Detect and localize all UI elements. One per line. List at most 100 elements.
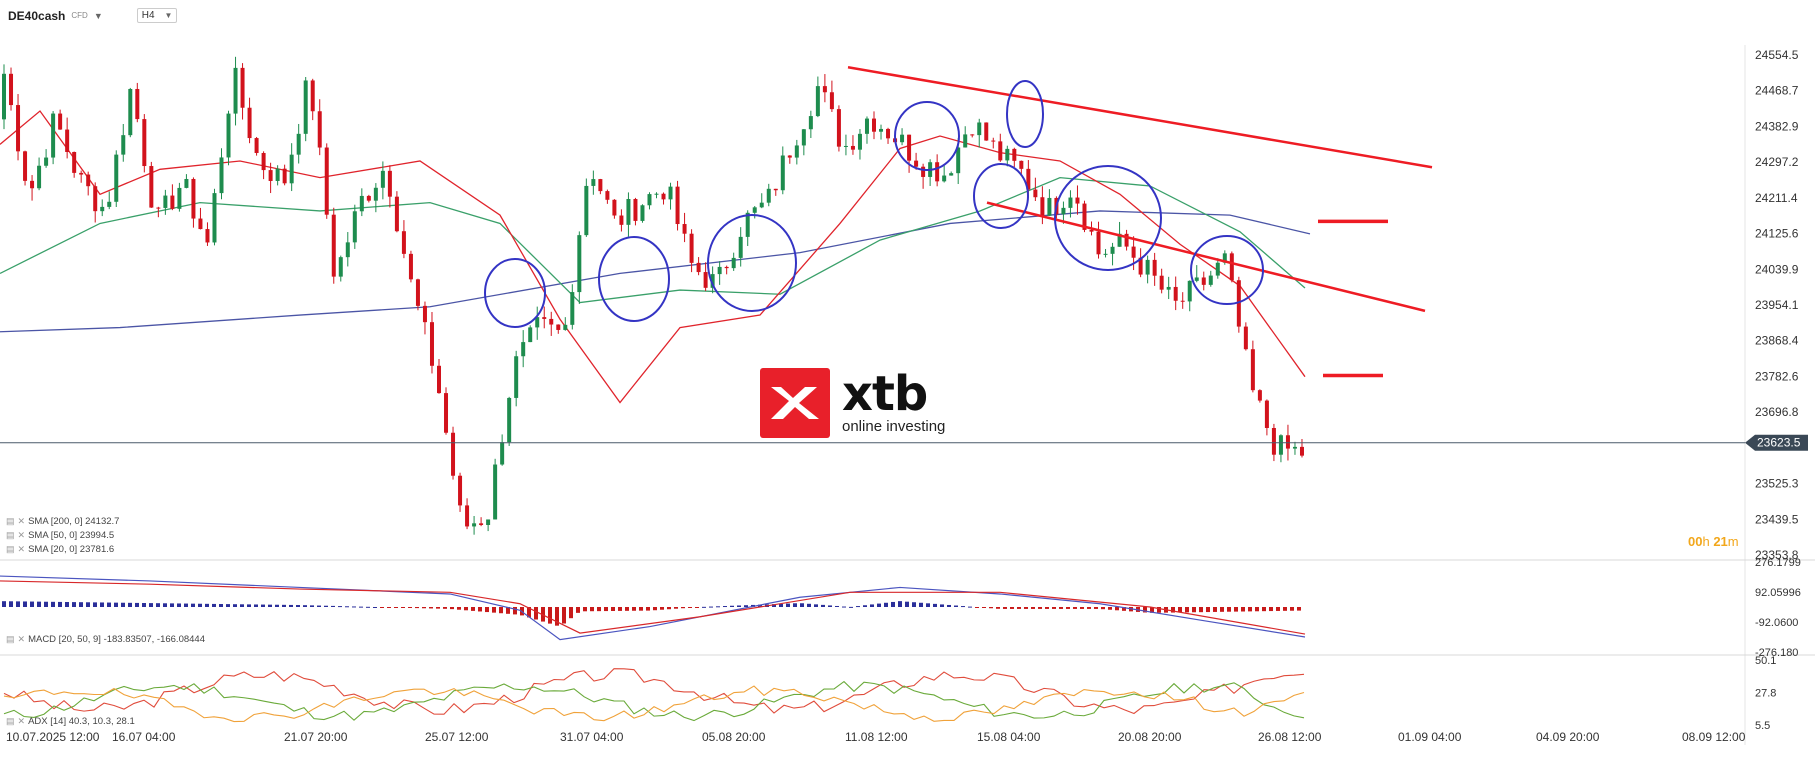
macd-histogram-bar <box>1241 607 1245 612</box>
macd-histogram-bar <box>968 606 972 608</box>
macd-histogram-bar <box>1024 607 1028 609</box>
macd-histogram-bar <box>877 603 881 607</box>
candle-body <box>310 80 315 112</box>
last-price-label: 23623.5 <box>1757 436 1801 450</box>
close-icon[interactable]: ✕ <box>17 716 26 726</box>
candle-body <box>1019 160 1024 169</box>
candle-body <box>212 193 217 243</box>
time-axis: 10.07.2025 12:00 16.07 04:00 21.07 20:00 25… <box>6 730 1746 744</box>
legend-sma20[interactable]: ▤ ✕ SMA [20, 0] 23781.6 <box>6 544 114 555</box>
indicator-settings-icon[interactable]: ▤ <box>6 544 15 554</box>
candle-body <box>780 155 785 191</box>
close-icon[interactable]: ✕ <box>17 634 26 644</box>
macd-histogram-bar <box>1101 607 1105 610</box>
macd-histogram-bar <box>926 603 930 607</box>
macd-histogram-bar <box>611 607 615 611</box>
macd-histogram-bar <box>37 601 41 607</box>
candle-body <box>949 173 954 176</box>
candle-body <box>689 233 694 263</box>
time-tick-label: 21.07 20:00 <box>284 730 348 744</box>
annotation-circle <box>1054 165 1162 271</box>
macd-histogram-bar <box>1297 607 1301 611</box>
macd-histogram-bar <box>79 602 83 607</box>
annotation-circle <box>707 214 797 312</box>
legend-macd[interactable]: ▤ ✕ MACD [20, 50, 9] -183.83507, -166.084… <box>6 634 205 645</box>
macd-histogram-bar <box>247 604 251 607</box>
candle-body <box>1061 207 1066 215</box>
macd-histogram-bar <box>296 605 300 607</box>
macd-histogram-bar <box>72 602 76 607</box>
candle-body <box>23 151 28 181</box>
timeframe-select[interactable]: H4 ▼ <box>136 8 178 23</box>
price-tick-label: 23439.5 <box>1755 512 1799 526</box>
macd-histogram-bar <box>422 607 426 609</box>
minus-di-line <box>3 685 1305 723</box>
candle-body <box>254 138 259 153</box>
adx-tick-label: 27.8 <box>1755 688 1776 700</box>
macd-histogram-bar <box>1227 607 1231 612</box>
last-price-tag <box>1745 434 1808 451</box>
macd-histogram-bar <box>1031 607 1035 609</box>
candle-body <box>991 140 996 142</box>
macd-histogram-bar <box>429 607 433 609</box>
macd-tick-label: -276.180 <box>1755 647 1798 659</box>
candle-body <box>58 113 63 130</box>
candle-body <box>1117 233 1122 247</box>
macd-histogram-bar <box>100 602 104 607</box>
close-icon[interactable]: ✕ <box>17 530 26 540</box>
candle-body <box>205 229 210 243</box>
macd-histogram-bar <box>86 602 90 607</box>
macd-histogram-bar <box>149 603 153 607</box>
symbol-label[interactable]: DE40cash <box>8 8 66 23</box>
macd-histogram-bar <box>513 607 517 615</box>
candle-body <box>1292 446 1297 449</box>
macd-histogram-bar <box>541 607 545 622</box>
candle-body <box>935 162 940 182</box>
legend-sma20-text: SMA [20, 0] 23781.6 <box>28 544 115 555</box>
candle-body <box>675 186 680 225</box>
macd-line <box>0 575 1306 641</box>
macd-histogram-bar <box>856 606 860 608</box>
candle-body <box>1012 148 1017 161</box>
candle-body <box>9 73 14 106</box>
macd-histogram-bar <box>1192 607 1196 613</box>
candle-body <box>521 342 526 357</box>
macd-histogram-bar <box>1122 607 1126 611</box>
macd-histogram-bar <box>933 603 937 607</box>
macd-histogram-bar <box>1073 607 1077 609</box>
macd-histogram-bar <box>114 602 118 607</box>
candle-body <box>598 179 603 192</box>
macd-histogram-bar <box>842 606 846 608</box>
legend-adx[interactable]: ▤ ✕ ADX [14] 40.3, 10.3, 28.1 <box>6 716 135 727</box>
caret-down-icon[interactable]: ▼ <box>93 10 103 21</box>
candle-body <box>324 147 329 215</box>
candle-body <box>408 253 413 280</box>
macd-histogram-bar <box>142 603 146 607</box>
candle-countdown: 00h 21m <box>1688 534 1739 549</box>
macd-histogram-bar <box>821 604 825 607</box>
macd-histogram-bar <box>660 607 664 610</box>
candle-body <box>240 67 245 108</box>
indicator-settings-icon[interactable]: ▤ <box>6 634 15 644</box>
candle-body <box>879 128 884 132</box>
time-tick-label: 15.08 04:00 <box>977 730 1041 744</box>
indicator-settings-icon[interactable]: ▤ <box>6 516 15 526</box>
macd-histogram-bar <box>527 607 531 618</box>
indicator-settings-icon[interactable]: ▤ <box>6 530 15 540</box>
macd-histogram-bar <box>912 602 916 607</box>
legend-sma200[interactable]: ▤ ✕ SMA [200, 0] 24132.7 <box>6 516 119 527</box>
candle-body <box>261 152 266 171</box>
macd-histogram-bar <box>597 607 601 612</box>
legend-sma50[interactable]: ▤ ✕ SMA [50, 0] 23994.5 <box>6 530 114 541</box>
indicator-settings-icon[interactable]: ▤ <box>6 716 15 726</box>
macd-histogram-bar <box>667 607 671 610</box>
macd-histogram-bar <box>212 603 216 607</box>
macd-histogram-bar <box>387 607 391 608</box>
close-icon[interactable]: ✕ <box>17 516 26 526</box>
candle-body <box>998 141 1003 161</box>
close-icon[interactable]: ✕ <box>17 544 26 554</box>
adx-tick-label: 50.1 <box>1755 655 1776 667</box>
candle-body <box>128 88 133 136</box>
macd-histogram-bar <box>758 604 762 607</box>
